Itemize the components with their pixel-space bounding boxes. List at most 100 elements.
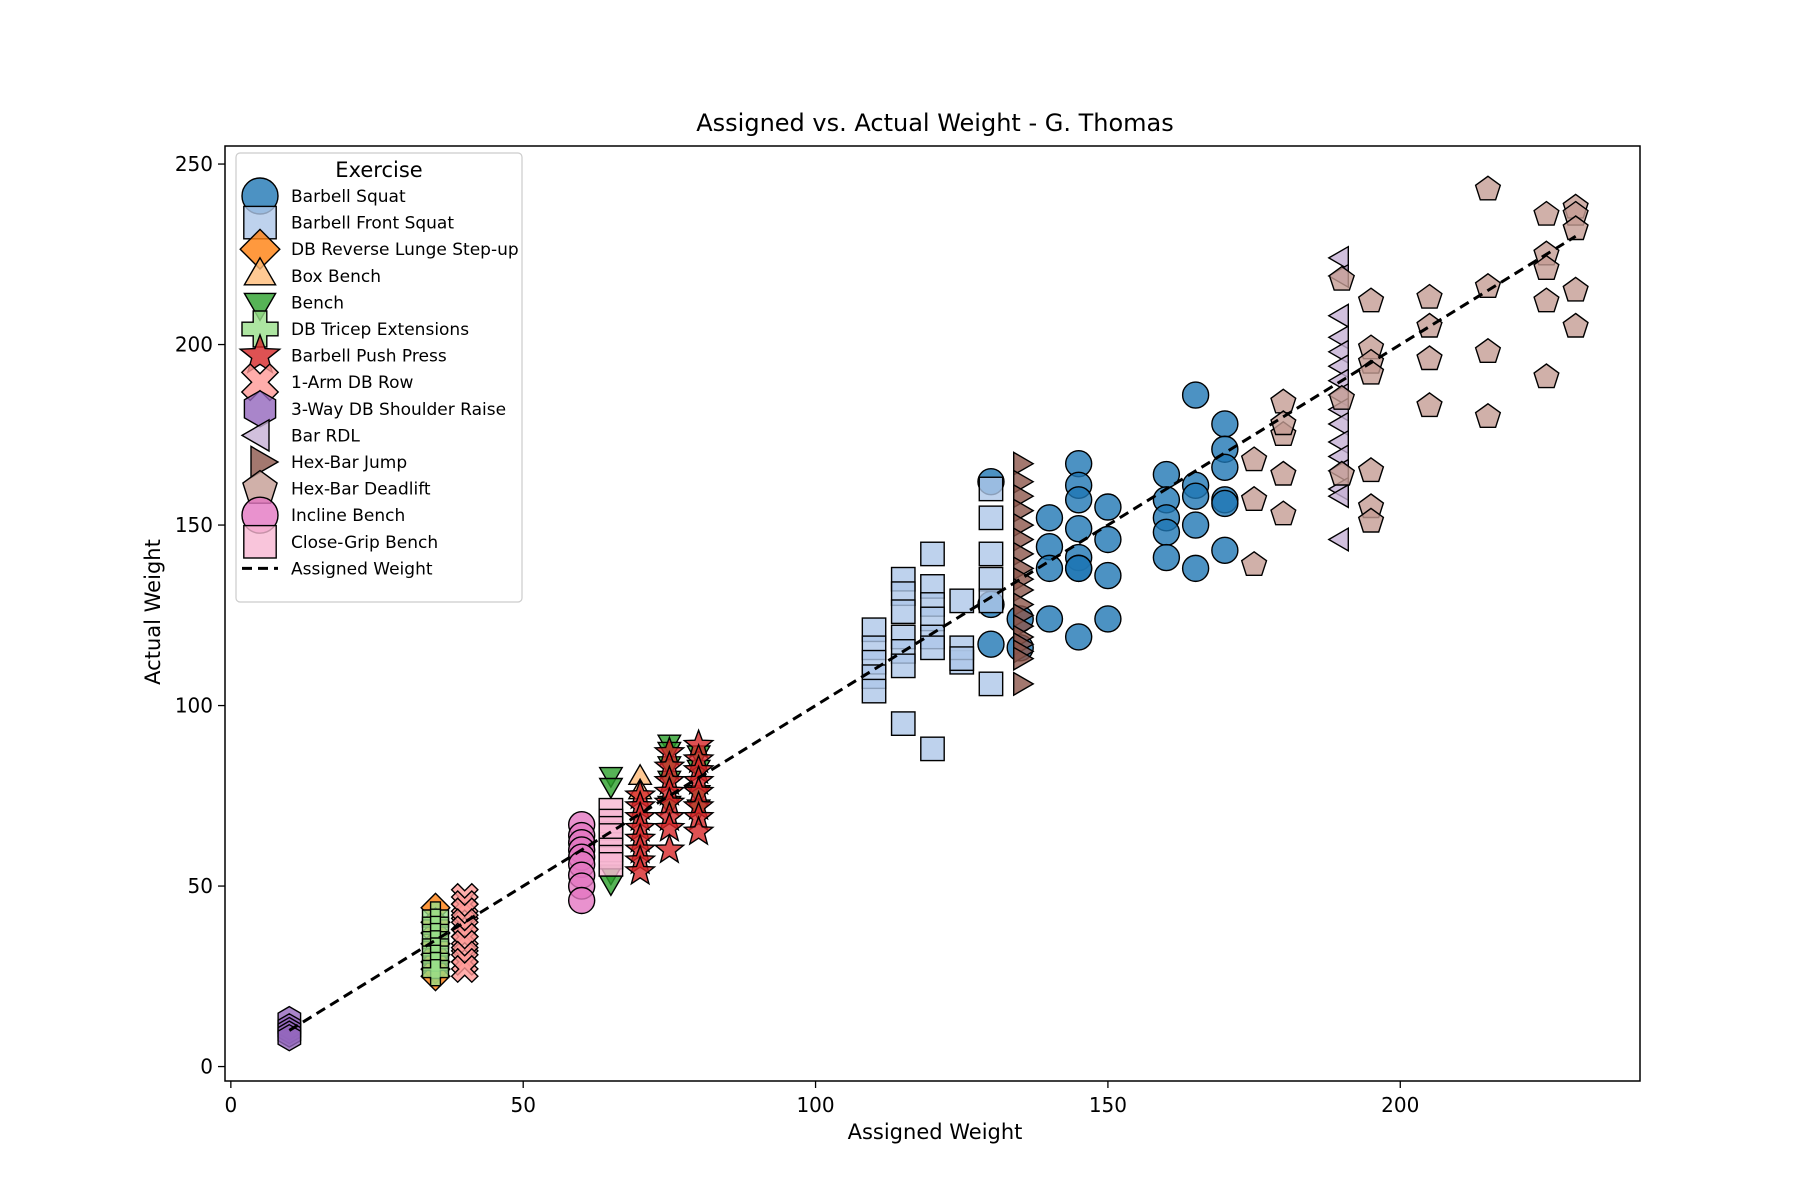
series-barbell-push-press [623, 728, 715, 886]
data-point [1327, 483, 1350, 509]
data-point [1533, 254, 1560, 280]
data-point [920, 736, 945, 762]
data-point [1416, 345, 1443, 371]
series-incline-bench [567, 810, 596, 915]
series-hex-bar-deadlift [1240, 175, 1589, 576]
data-point [920, 541, 945, 567]
legend-label: Incline Bench [291, 506, 405, 526]
legend: Exercise Barbell Squat Barbell Front Squat… [235, 152, 523, 603]
data-point [450, 954, 479, 984]
y-tick-label: 0 [200, 1055, 213, 1079]
x-tick-label: 100 [796, 1093, 834, 1117]
data-point [653, 833, 686, 864]
data-point [920, 635, 945, 661]
data-point [978, 476, 1004, 502]
x-tick-label: 50 [510, 1093, 535, 1117]
data-point [890, 599, 916, 625]
data-point [1035, 504, 1064, 532]
legend-marker [243, 256, 277, 286]
legend-label: DB Tricep Extensions [291, 320, 469, 340]
data-point [1094, 561, 1122, 590]
data-point [978, 566, 1004, 592]
x-tick-label: 0 [224, 1093, 237, 1117]
data-point [1533, 363, 1560, 389]
data-point [598, 875, 624, 897]
data-point [1474, 337, 1502, 363]
data-point [1013, 671, 1035, 697]
data-point [598, 766, 624, 789]
data-point [1181, 511, 1210, 539]
data-point [890, 653, 916, 679]
data-point [1270, 500, 1297, 526]
data-point [1152, 518, 1181, 546]
data-point [1035, 605, 1064, 633]
data-point [1270, 410, 1297, 436]
y-tick-label: 200 [175, 333, 213, 357]
legend-label: 1-Arm DB Row [291, 373, 413, 393]
data-point [1064, 514, 1093, 543]
legend-marker [243, 292, 277, 322]
data-point [567, 886, 596, 915]
series-1-arm-db-row [450, 882, 479, 984]
series-hex-bar-jump [1013, 451, 1035, 697]
data-point [1357, 287, 1385, 313]
legend-label: Barbell Push Press [291, 347, 447, 367]
data-point [1211, 453, 1239, 481]
x-axis-label: Assigned Weight [848, 1120, 1023, 1144]
legend-marker [240, 418, 270, 453]
data-point [682, 815, 715, 846]
data-point [1474, 175, 1502, 201]
data-point [421, 959, 450, 987]
legend-label: DB Reverse Lunge Step-up [291, 240, 519, 260]
y-tick-label: 50 [188, 874, 213, 898]
data-point [977, 630, 1005, 658]
data-point [1181, 381, 1210, 409]
data-point [978, 588, 1004, 614]
y-axis-label: Actual Weight [141, 539, 165, 685]
data-point [978, 671, 1004, 697]
data-point [1211, 410, 1239, 438]
data-point [1240, 446, 1268, 472]
legend-label: Barbell Squat [291, 187, 406, 207]
data-point [1035, 554, 1064, 583]
data-point [1064, 486, 1093, 514]
series-bar-rdl [1327, 245, 1350, 553]
legend-label: Box Bench [291, 267, 381, 287]
data-point [1064, 623, 1093, 651]
data-point [1211, 536, 1239, 565]
data-point [949, 646, 975, 672]
data-point [1240, 550, 1268, 576]
legend-label: 3-Way DB Shoulder Raise [291, 400, 506, 420]
legend-marker [243, 524, 277, 559]
x-tick-label: 200 [1381, 1093, 1419, 1117]
legend-marker [250, 445, 280, 479]
legend-marker [241, 310, 279, 348]
chart-title: Assigned vs. Actual Weight - G. Thomas [696, 109, 1173, 137]
y-tick-label: 100 [175, 694, 213, 718]
series-db-tricep-extensions [421, 901, 450, 987]
data-point [1328, 265, 1356, 291]
data-point [624, 854, 657, 886]
data-point [1533, 287, 1560, 313]
data-point [1474, 272, 1502, 298]
data-point [1181, 554, 1210, 583]
data-point [1013, 646, 1035, 672]
data-point [598, 777, 624, 800]
legend-title: Exercise [335, 158, 422, 182]
data-point [1533, 200, 1560, 226]
data-point [1474, 402, 1502, 428]
data-point [1094, 493, 1122, 521]
data-point [861, 678, 887, 704]
data-point [1270, 388, 1297, 414]
plot-frame [224, 145, 1641, 1082]
data-point [1327, 245, 1350, 271]
legend-label: Bar RDL [291, 426, 360, 446]
data-point [1181, 482, 1210, 510]
data-points [277, 175, 1589, 1052]
data-point [1327, 526, 1350, 553]
data-point [1562, 312, 1589, 338]
legend-box [235, 152, 523, 603]
assigned-weight-reference-line [288, 234, 1577, 1032]
legend-label: Barbell Front Squat [291, 214, 454, 234]
